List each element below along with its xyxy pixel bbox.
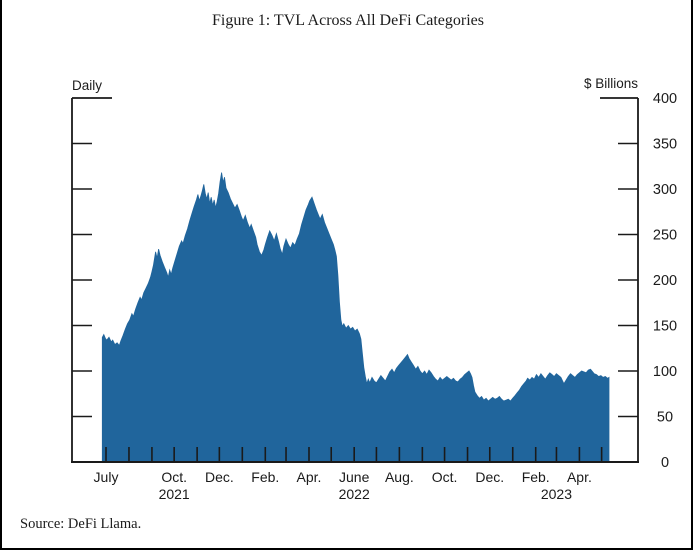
x-tick-label: Dec. — [205, 469, 234, 485]
x-tick-label: Oct. — [432, 469, 458, 485]
source-note: Source: DeFi Llama. — [20, 516, 141, 532]
left-axis-caption: Daily — [72, 78, 102, 93]
y-tick-label: 400 — [653, 91, 677, 107]
x-tick-label: Feb. — [522, 469, 550, 485]
y-tick-label: 200 — [653, 273, 677, 289]
x-tick-label: Aug. — [385, 469, 414, 485]
year-label: 2023 — [541, 486, 572, 502]
x-tick-label: June — [339, 469, 370, 485]
x-tick-label: Apr. — [297, 469, 322, 485]
tvl-area-series — [101, 172, 610, 463]
figure-title: Figure 1: TVL Across All DeFi Categories — [212, 12, 484, 29]
y-tick-label: 50 — [657, 410, 673, 426]
x-tick-label: July — [94, 469, 119, 485]
right-axis-caption: $ Billions — [584, 76, 638, 91]
y-tick-label: 100 — [653, 364, 677, 380]
year-label: 2021 — [159, 486, 190, 502]
x-tick-label: Apr. — [567, 469, 592, 485]
plot-area: 0 50 100 150 200 250 300 350 400 July Oct. Dec. Feb.… — [71, 91, 677, 502]
x-tick-label: Oct. — [161, 469, 187, 485]
x-tick-label: Feb. — [251, 469, 279, 485]
x-tick-label: Dec. — [475, 469, 504, 485]
y-tick-label: 250 — [653, 228, 677, 244]
y-tick-label: 300 — [653, 182, 677, 198]
y-tick-label: 350 — [653, 137, 677, 153]
y-tick-label: 150 — [653, 319, 677, 335]
y-tick-label: 0 — [661, 455, 669, 471]
year-label: 2022 — [339, 486, 370, 502]
